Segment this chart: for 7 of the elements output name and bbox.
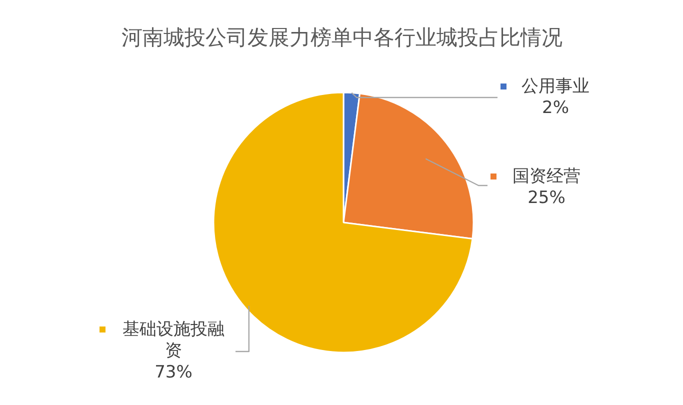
data-label: 25% — [528, 188, 566, 208]
legend-label: 公用事业 — [522, 76, 590, 96]
legend-label: 基础设施投融资 — [122, 320, 224, 361]
chart-title: 河南城投公司发展力榜单中各行业城投占比情况 — [122, 26, 562, 50]
data-label: 73% — [154, 362, 192, 382]
data-label: 2% — [542, 98, 569, 118]
legend-label: 国资经营 — [512, 166, 580, 186]
